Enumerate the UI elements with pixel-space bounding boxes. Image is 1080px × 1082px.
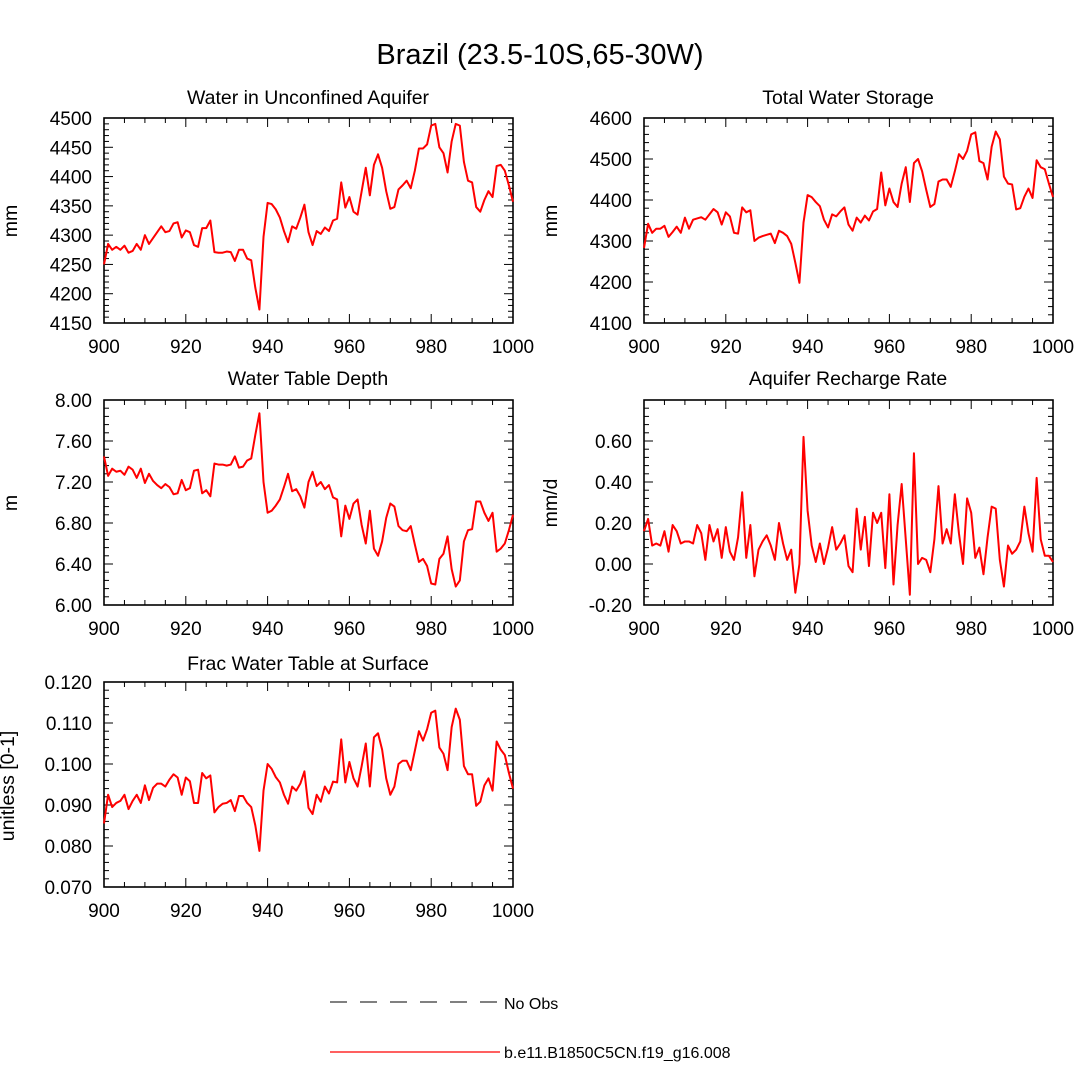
y-tick-label: 6.80: [55, 514, 92, 535]
y-tick-label: 4400: [50, 168, 92, 189]
y-tick-label: 4450: [50, 138, 92, 159]
y-tick-label: 4250: [50, 255, 92, 276]
plot-frame: [103, 681, 514, 888]
x-tick-label: 940: [252, 337, 284, 358]
plot-area: 900 920 940 960 980 1000 6.00 6.40 6.80 7.20 7.60 8…: [55, 391, 534, 640]
plot-area: 900 920 940 960 980 1000 4150 4200 4250 4300 4350 4…: [50, 109, 534, 358]
panel-water-in-unconfined-aquifer: Water in Unconfined Aquifer mm 900 920 940…: [0, 87, 534, 358]
legend-model-label: b.e11.B1850C5CN.f19_g16.008: [504, 1045, 731, 1062]
plot-frame: [103, 399, 514, 606]
plot-area: 900 920 940 960 980 1000 0.070 0.080 0.090 0.100 0…: [44, 673, 534, 922]
panel-title: Aquifer Recharge Rate: [749, 368, 947, 390]
series-line: [643, 435, 1054, 596]
y-tick-label: 4400: [590, 191, 632, 212]
x-tick-label: 920: [710, 337, 742, 358]
series-line: [643, 130, 1054, 284]
y-tick-label: 4200: [590, 273, 632, 294]
legend-obs-label: No Obs: [504, 996, 558, 1013]
y-tick-label: 0.090: [44, 796, 92, 817]
x-tick-label: 900: [88, 619, 120, 640]
x-tick-label: 960: [874, 337, 906, 358]
x-tick-label: 1000: [492, 337, 534, 358]
y-tick-label: 6.40: [55, 555, 92, 576]
panel-frac-water-table-at-surface: Frac Water Table at Surface unitless [0-…: [0, 653, 534, 922]
y-tick-label: 0.100: [44, 755, 92, 776]
y-tick-label: 4300: [590, 232, 632, 253]
x-tick-label: 980: [415, 337, 447, 358]
series-line: [103, 122, 514, 311]
y-axis-label: mm: [0, 205, 22, 238]
panel-title: Water in Unconfined Aquifer: [187, 87, 430, 109]
y-tick-label: 0.60: [595, 432, 632, 453]
x-tick-label: 940: [792, 619, 824, 640]
y-axis-label: mm/d: [540, 479, 562, 528]
x-tick-label: 900: [628, 337, 660, 358]
x-tick-label: 1000: [1032, 337, 1074, 358]
panel-title: Total Water Storage: [762, 87, 934, 109]
y-tick-label: 0.20: [595, 514, 632, 535]
plot-area: 900 920 940 960 980 1000 -0.20 0.00 0.20 0.40 0.60: [589, 399, 1074, 640]
y-tick-label: 8.00: [55, 391, 92, 412]
plot-frame: [643, 399, 1054, 606]
x-tick-label: 980: [415, 619, 447, 640]
y-tick-label: 4350: [50, 197, 92, 218]
y-tick-label: 4500: [590, 150, 632, 171]
legend: No Obs b.e11.B1850C5CN.f19_g16.008: [330, 996, 731, 1062]
x-tick-label: 960: [334, 337, 366, 358]
y-tick-label: 4600: [590, 109, 632, 130]
y-tick-label: 4100: [590, 314, 632, 335]
x-tick-label: 900: [628, 619, 660, 640]
plot-area: 900 920 940 960 980 1000 4100 4200 4300 4400 4500 4…: [590, 109, 1074, 358]
x-tick-label: 940: [252, 619, 284, 640]
y-tick-label: 0.40: [595, 473, 632, 494]
x-tick-label: 1000: [492, 901, 534, 922]
x-tick-label: 900: [88, 337, 120, 358]
y-tick-label: 4300: [50, 226, 92, 247]
x-tick-label: 900: [88, 901, 120, 922]
figure-title: Brazil (23.5-10S,65-30W): [376, 39, 703, 71]
y-tick-label: -0.20: [589, 596, 632, 617]
y-tick-label: 6.00: [55, 596, 92, 617]
panel-title: Water Table Depth: [228, 368, 388, 390]
panel-water-table-depth: Water Table Depth m 900 920 940 960 980 1000 6…: [0, 368, 534, 640]
y-axis-label: unitless [0-1]: [0, 731, 19, 842]
y-tick-label: 7.60: [55, 432, 92, 453]
x-tick-label: 920: [170, 337, 202, 358]
y-axis-label: mm: [540, 205, 562, 238]
y-tick-label: 7.20: [55, 473, 92, 494]
panel-aquifer-recharge-rate: Aquifer Recharge Rate mm/d 900 920 940 960 9…: [540, 368, 1074, 640]
x-tick-label: 980: [955, 619, 987, 640]
y-tick-label: 0.120: [44, 673, 92, 694]
x-tick-label: 920: [170, 619, 202, 640]
y-tick-label: 0.110: [46, 714, 92, 735]
x-tick-label: 960: [334, 619, 366, 640]
x-tick-label: 1000: [492, 619, 534, 640]
series-line: [103, 412, 514, 588]
x-tick-label: 980: [955, 337, 987, 358]
y-tick-label: 0.00: [595, 555, 632, 576]
x-tick-label: 940: [792, 337, 824, 358]
y-tick-label: 0.080: [44, 837, 92, 858]
x-tick-label: 920: [170, 901, 202, 922]
x-tick-label: 940: [252, 901, 284, 922]
y-tick-label: 4150: [50, 314, 92, 335]
x-tick-label: 920: [710, 619, 742, 640]
x-tick-label: 980: [415, 901, 447, 922]
panel-title: Frac Water Table at Surface: [187, 653, 429, 675]
y-axis-label: m: [0, 495, 22, 511]
y-tick-label: 4200: [50, 285, 92, 306]
y-tick-label: 0.070: [44, 878, 92, 899]
x-tick-label: 960: [334, 901, 366, 922]
x-tick-label: 960: [874, 619, 906, 640]
series-line: [103, 707, 514, 852]
panel-total-water-storage: Total Water Storage mm 900 920 940 960 980 10…: [540, 87, 1074, 358]
y-tick-label: 4500: [50, 109, 92, 130]
x-tick-label: 1000: [1032, 619, 1074, 640]
